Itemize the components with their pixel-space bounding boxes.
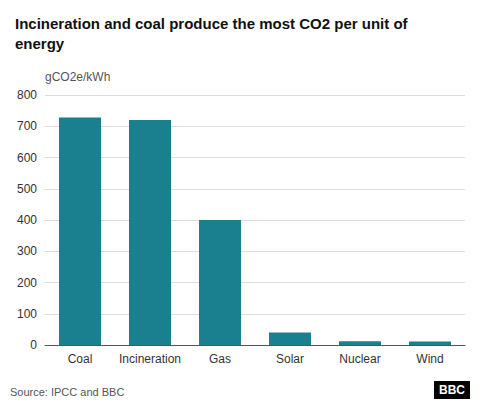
svg-text:Source: IPCC and BBC: Source: IPCC and BBC	[10, 386, 124, 398]
svg-text:gCO2e/kWh: gCO2e/kWh	[45, 70, 110, 84]
svg-text:600: 600	[17, 151, 37, 165]
svg-text:Solar: Solar	[276, 352, 304, 366]
svg-text:0: 0	[30, 338, 37, 352]
svg-text:Gas: Gas	[209, 352, 231, 366]
svg-text:800: 800	[17, 88, 37, 102]
svg-text:700: 700	[17, 119, 37, 133]
svg-text:200: 200	[17, 276, 37, 290]
svg-text:400: 400	[17, 213, 37, 227]
svg-text:Incineration and coal produce: Incineration and coal produce the most C…	[15, 15, 409, 32]
svg-text:300: 300	[17, 244, 37, 258]
svg-text:Incineration: Incineration	[119, 352, 181, 366]
svg-text:Nuclear: Nuclear	[339, 352, 380, 366]
svg-text:Wind: Wind	[416, 352, 443, 366]
svg-text:Coal: Coal	[68, 352, 93, 366]
svg-text:100: 100	[17, 307, 37, 321]
svg-text:BBC: BBC	[439, 383, 465, 397]
svg-text:energy: energy	[15, 35, 65, 52]
svg-text:500: 500	[17, 182, 37, 196]
